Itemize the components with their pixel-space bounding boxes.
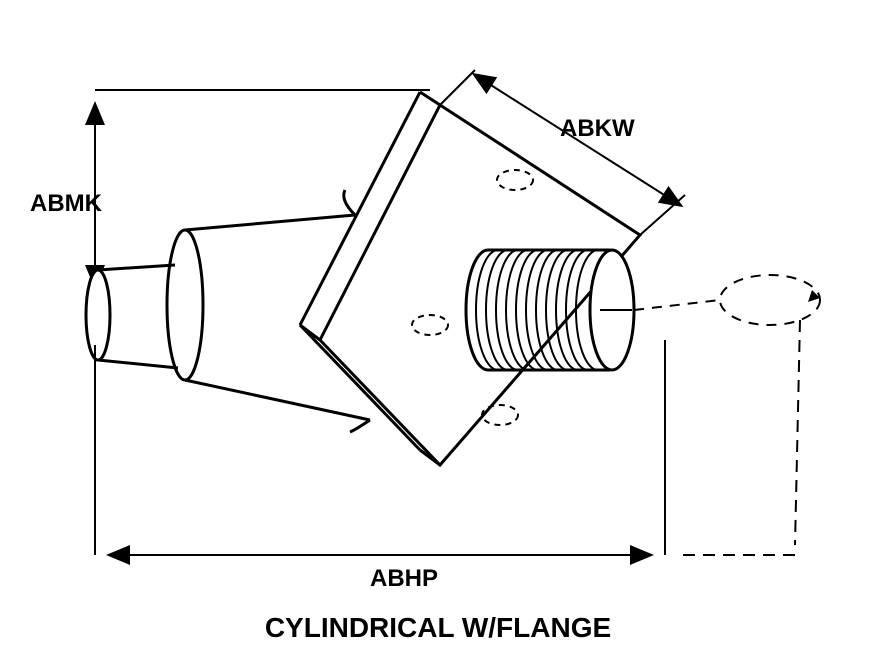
technical-drawing-container: ABMK ABKW ABHP CYLINDRICAL W/FLANGE [0,0,876,671]
abkw-label: ABKW [560,115,635,143]
dashed-extension [634,275,820,555]
left-cylinder-small [86,265,178,368]
diagram-title: CYLINDRICAL W/FLANGE [0,612,876,644]
abmk-label: ABMK [30,190,102,218]
abhp-label: ABHP [370,565,438,593]
